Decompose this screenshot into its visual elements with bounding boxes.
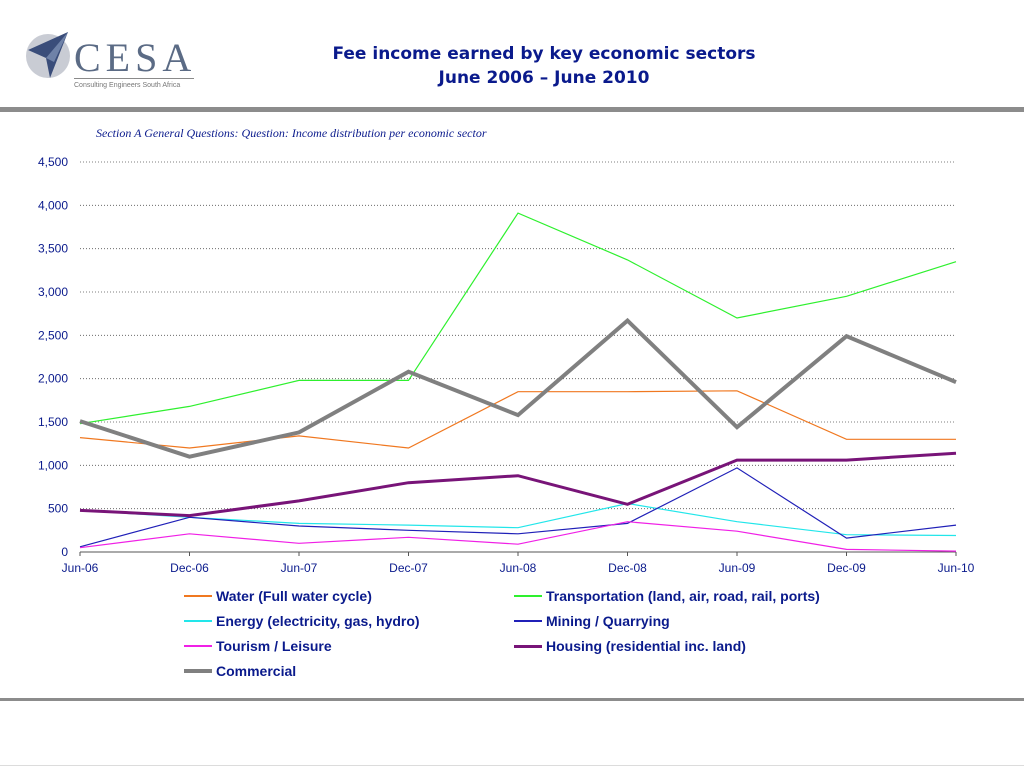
legend-label: Water (Full water cycle): [216, 588, 372, 604]
y-tick-label: 1,500: [38, 415, 68, 429]
x-tick-label: Jun-06: [62, 561, 99, 575]
cesa-logo-wordmark: CESA: [74, 35, 197, 80]
cesa-logo-tagline: Consulting Engineers South Africa: [74, 82, 181, 89]
y-tick-label: 2,500: [38, 328, 68, 342]
cesa-logo: CESA Consulting Engineers South Africa: [24, 28, 204, 94]
y-tick-label: 1,000: [38, 458, 68, 472]
legend-item: Transportation (land, air, road, rail, p…: [514, 586, 820, 606]
x-tick-label: Dec-07: [389, 561, 428, 575]
legend-label: Housing (residential inc. land): [546, 638, 746, 654]
chart-gridlines: [80, 161, 956, 510]
cesa-logo-mark-icon: [26, 32, 70, 78]
legend-label: Mining / Quarrying: [546, 613, 670, 629]
legend-label: Energy (electricity, gas, hydro): [216, 613, 420, 629]
y-tick-label: 2,000: [38, 372, 68, 386]
legend-swatch: [184, 645, 212, 647]
x-tick-label: Dec-06: [170, 561, 209, 575]
series-line-mining-quarrying: [79, 467, 957, 548]
header-divider-band: [0, 107, 1024, 112]
legend-item: Energy (electricity, gas, hydro): [184, 611, 420, 631]
x-tick-label: Dec-09: [827, 561, 866, 575]
x-tick-label: Jun-08: [500, 561, 537, 575]
chart-series: [79, 212, 957, 552]
series-line-energy-electricity-gas-hydro: [79, 502, 957, 537]
x-tick-label: Jun-09: [719, 561, 756, 575]
legend-item: Housing (residential inc. land): [514, 636, 746, 656]
page-title-line1: Fee income earned by key economic sector…: [332, 44, 756, 64]
page-title: Fee income earned by key economic sector…: [300, 42, 788, 90]
series-line-transportation-land-air-road-rail-ports: [79, 212, 957, 425]
legend-label: Transportation (land, air, road, rail, p…: [546, 588, 820, 604]
y-tick-label: 500: [48, 502, 68, 516]
legend-swatch: [514, 595, 542, 597]
y-tick-label: 3,500: [38, 242, 68, 256]
legend-swatch: [514, 644, 542, 648]
y-tick-label: 4,000: [38, 198, 68, 212]
series-line-tourism-leisure: [79, 521, 957, 552]
footer-divider-band: [0, 698, 1024, 701]
legend-swatch: [184, 595, 212, 597]
page-title-line2: June 2006 – June 2010: [438, 68, 650, 88]
x-tick-label: Jun-07: [281, 561, 318, 575]
chart-subtitle: Section A General Questions: Question: I…: [96, 126, 487, 140]
series-line-water-full-water-cycle: [79, 390, 956, 449]
legend-item: Tourism / Leisure: [184, 636, 332, 656]
series-line-commercial: [79, 317, 957, 459]
legend-swatch: [514, 620, 542, 622]
legend-label: Commercial: [216, 663, 297, 679]
legend-item: Mining / Quarrying: [514, 611, 670, 631]
legend-swatch: [184, 669, 212, 673]
footer-faint-line: [0, 765, 1024, 766]
y-axis-tick-labels: 0 500 1,000 1,500 2,000 2,500 3,000 3,500 4,000 4…: [38, 155, 68, 559]
legend-label: Tourism / Leisure: [216, 638, 332, 654]
legend-swatch: [184, 620, 212, 622]
x-tick-label: Jun-10: [938, 561, 975, 575]
logo-divider: [74, 78, 194, 79]
legend-item: Commercial: [184, 661, 296, 681]
line-chart: 0 500 1,000 1,500 2,000 2,500 3,000 3,500 4,000 4…: [38, 155, 975, 575]
x-axis: Jun-06 Dec-06 Jun-07 Dec-07 Jun-08 Dec-08 Jun-…: [62, 551, 975, 575]
y-tick-label: 3,000: [38, 285, 68, 299]
y-tick-label: 0: [61, 545, 68, 559]
y-tick-label: 4,500: [38, 155, 68, 169]
x-tick-label: Dec-08: [608, 561, 647, 575]
legend-item: Water (Full water cycle): [184, 586, 372, 606]
series-line-housing-residential-inc-land: [79, 451, 957, 518]
